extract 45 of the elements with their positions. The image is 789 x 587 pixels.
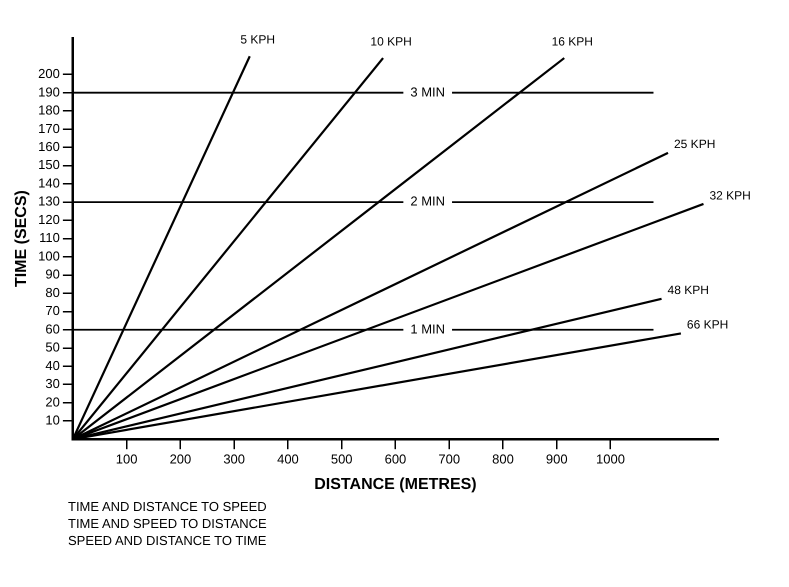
series-label: 66 KPH <box>686 318 728 332</box>
text: TIME AND DISTANCE TO SPEED <box>68 498 268 515</box>
y-tick-label: 30 <box>45 376 60 392</box>
x-tick-label: 300 <box>223 452 246 467</box>
text: SPEED AND DISTANCE TO TIME <box>68 532 268 549</box>
x-tick-label: 400 <box>277 452 299 467</box>
y-tick-label: 190 <box>38 84 60 100</box>
series-label: 25 KPH <box>674 137 716 152</box>
y-tick-label: 50 <box>45 340 60 355</box>
y-tick-label: 90 <box>45 266 60 282</box>
x-tick-label: 1000 <box>596 452 625 467</box>
text: TIME AND SPEED TO DISTANCE <box>68 515 268 532</box>
y-tick-label: 110 <box>39 230 60 246</box>
y-tick-label: 160 <box>38 138 60 154</box>
x-tick-label: 500 <box>330 452 353 467</box>
x-tick-label: 800 <box>492 452 514 467</box>
y-tick-label: 180 <box>38 102 60 118</box>
x-tick-label: 600 <box>384 452 406 467</box>
y-axis-title: TIME (SECS) <box>13 190 30 288</box>
series-label: 16 KPH <box>552 34 593 48</box>
y-tick-label: 70 <box>45 303 60 318</box>
ref-line-label: 3 MIN <box>410 84 446 100</box>
y-tick-label: 60 <box>45 321 60 336</box>
y-tick-label: 20 <box>45 394 60 410</box>
y-tick-label: 10 <box>45 412 60 428</box>
x-tick-label: 100 <box>116 452 138 467</box>
series-label: 10 KPH <box>370 34 412 48</box>
y-tick-label: 200 <box>38 66 60 82</box>
x-tick-label: 700 <box>438 452 460 467</box>
y-tick-label: 130 <box>38 194 60 209</box>
y-tick-label: 120 <box>38 212 60 227</box>
series-label: 48 KPH <box>668 283 709 298</box>
x-axis-title: DISTANCE (METRES) <box>314 476 477 493</box>
x-tick-label: 200 <box>170 452 192 467</box>
y-tick-label: 140 <box>38 175 60 190</box>
y-tick-label: 170 <box>38 120 60 136</box>
ref-line-label: 2 MIN <box>410 194 446 209</box>
y-tick-label: 80 <box>45 284 60 300</box>
ref-line-label: 1 MIN <box>410 321 446 336</box>
x-tick-label: 900 <box>546 452 568 467</box>
y-tick-label: 150 <box>38 157 60 172</box>
y-tick-label: 100 <box>38 248 60 264</box>
series-label: 32 KPH <box>709 188 751 202</box>
series-label: 5 KPH <box>240 32 276 47</box>
y-tick-label: 40 <box>45 358 60 373</box>
